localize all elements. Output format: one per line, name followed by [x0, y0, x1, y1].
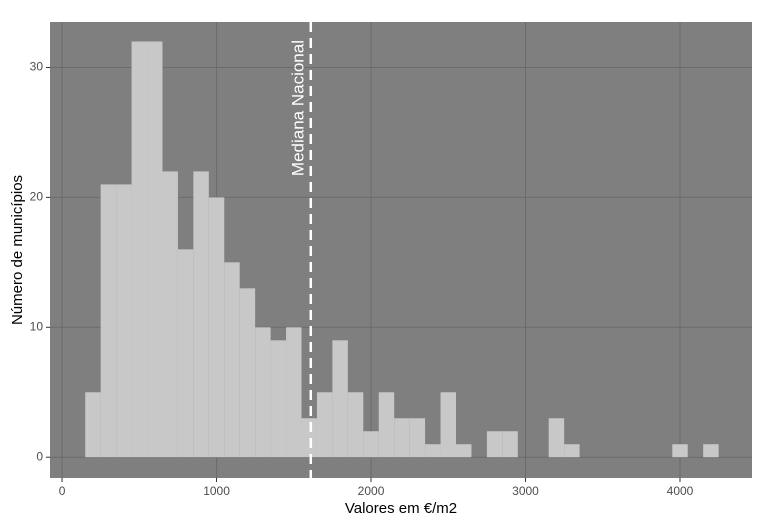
bar	[116, 184, 132, 458]
bar	[425, 444, 441, 458]
bar	[255, 327, 271, 458]
bar	[672, 444, 688, 458]
bar	[378, 392, 395, 458]
bar	[224, 262, 240, 458]
bar	[332, 340, 348, 458]
bar	[455, 444, 472, 458]
y-tick-label: 10	[30, 319, 44, 333]
x-tick-label: 1000	[203, 484, 230, 498]
bar	[564, 444, 580, 458]
y-tick-label: 0	[36, 449, 43, 463]
bar	[703, 444, 719, 458]
bar	[548, 418, 565, 458]
x-tick-label: 4000	[667, 484, 694, 498]
y-tick-label: 30	[30, 60, 44, 74]
bar	[301, 418, 317, 458]
x-tick-label: 0	[59, 484, 66, 498]
annotation: Mediana Nacional	[288, 40, 307, 176]
y-tick-label: 20	[30, 190, 44, 204]
bar	[316, 392, 333, 458]
bar	[85, 392, 101, 458]
bar	[177, 249, 194, 458]
bar	[208, 197, 225, 458]
bar	[270, 340, 287, 458]
y-axis-title: Número de municípios	[9, 175, 26, 325]
bar	[193, 171, 209, 458]
x-tick-label: 3000	[512, 484, 539, 498]
x-axis-title: Valores em €/m2	[345, 500, 457, 517]
x-tick-label: 2000	[358, 484, 385, 498]
bar	[440, 392, 456, 458]
bar	[363, 431, 379, 458]
bar	[286, 327, 302, 458]
bar	[486, 431, 503, 458]
bar	[239, 288, 256, 458]
bar	[409, 418, 426, 458]
bar	[100, 184, 117, 458]
bar	[162, 171, 178, 458]
bar	[502, 431, 518, 458]
bar	[131, 41, 148, 458]
bar	[147, 41, 163, 458]
bar	[394, 418, 410, 458]
bar	[347, 392, 364, 458]
